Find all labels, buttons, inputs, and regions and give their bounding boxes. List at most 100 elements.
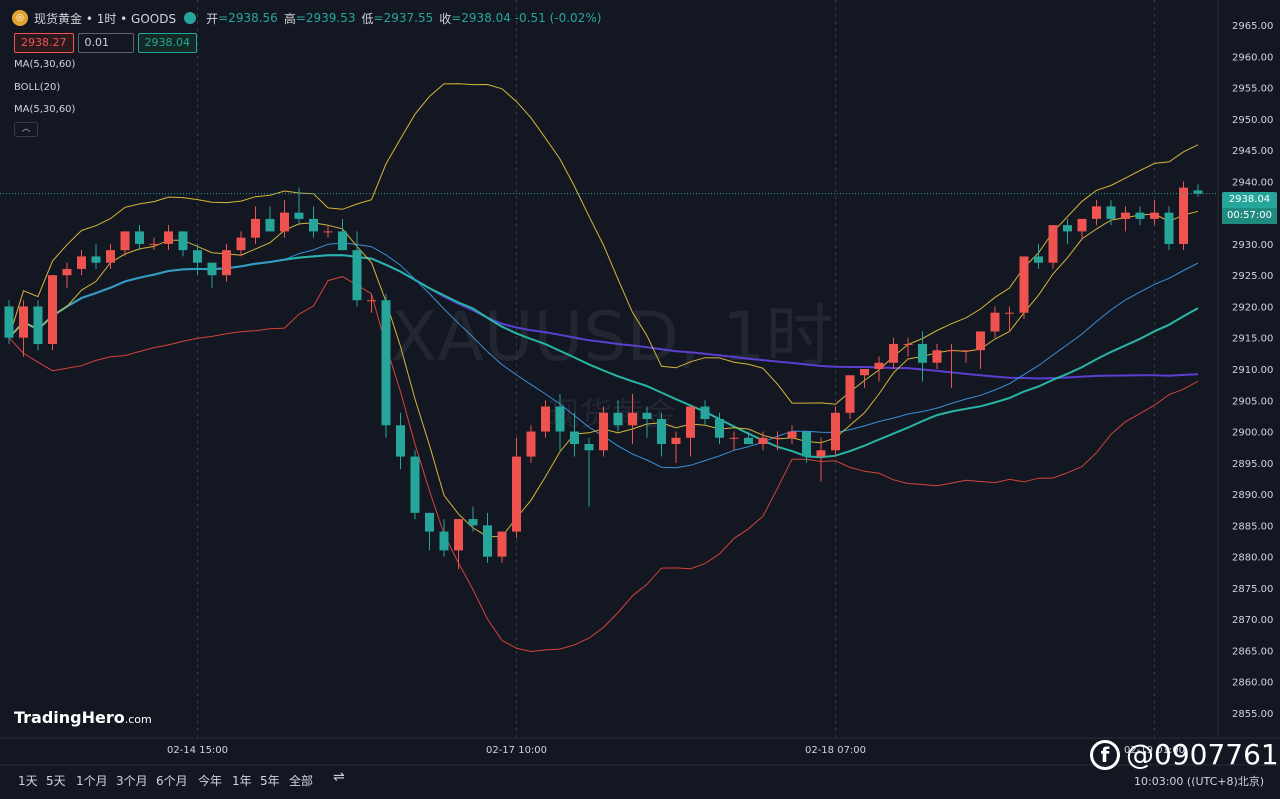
range-5y[interactable]: 5年 <box>260 774 280 788</box>
candle <box>497 531 507 563</box>
quantity-input[interactable]: 0.01 <box>77 33 134 53</box>
candle <box>845 375 855 420</box>
candle-body <box>265 218 275 232</box>
candle-body <box>135 231 144 244</box>
candle-body <box>352 250 362 301</box>
symbol-header: ◎ 现货黄金 • 1时 • GOODS 开 =2938.56 高 =2939.53 … <box>12 8 607 28</box>
range-6m[interactable]: 6个月 <box>156 774 188 788</box>
range-1y[interactable]: 1年 <box>232 774 252 788</box>
chevron-up-icon[interactable]: ︿ <box>14 122 38 137</box>
candle <box>1019 256 1029 319</box>
candle <box>251 206 260 244</box>
close-label: 收 <box>439 11 452 26</box>
candle-body <box>149 243 159 245</box>
candle-body <box>164 231 173 244</box>
open-value: =2938.56 <box>218 11 278 25</box>
indicator-ma-1[interactable]: MA(5,30,60) <box>14 59 76 70</box>
bar-countdown: 00:57:00 <box>1222 208 1277 224</box>
range-all[interactable]: 全部 <box>289 774 314 788</box>
candle <box>396 412 405 470</box>
range-1d[interactable]: 1天 <box>18 774 38 788</box>
range-ytd[interactable]: 今年 <box>198 774 223 788</box>
candle-body <box>512 456 521 532</box>
candle-body <box>120 231 130 251</box>
candle <box>802 431 811 463</box>
candle-body <box>729 437 739 439</box>
candle-body <box>903 343 913 345</box>
candle-body <box>207 262 217 276</box>
candle <box>671 431 681 463</box>
candle-body <box>816 450 826 457</box>
candle <box>381 293 391 438</box>
candle-body <box>236 237 246 251</box>
candle <box>512 437 521 538</box>
candle <box>207 262 217 288</box>
candle <box>758 431 768 451</box>
candle <box>889 337 898 369</box>
candle <box>903 337 913 357</box>
candle-body <box>193 250 202 263</box>
open-label: 开 <box>206 11 219 26</box>
candle <box>48 275 57 351</box>
candle <box>164 225 173 251</box>
sell-button[interactable]: 2938.27 <box>14 33 74 53</box>
candle-body <box>961 350 971 352</box>
bottom-toolbar <box>0 765 1280 799</box>
range-3m[interactable]: 3个月 <box>116 774 148 788</box>
candle-body <box>1135 212 1145 219</box>
candle <box>570 412 579 457</box>
candle <box>4 300 14 344</box>
buy-button[interactable]: 2938.04 <box>137 33 197 53</box>
range-1m[interactable]: 1个月 <box>76 774 108 788</box>
price-tick-label: 2940.00 <box>1232 177 1273 188</box>
candle-body <box>1005 312 1014 314</box>
candle-body <box>1063 225 1072 232</box>
symbol-watermark: XAUUSD, 1时 现货黄金 <box>391 298 834 433</box>
calendar-range-icon[interactable]: ⇌ <box>333 769 345 785</box>
candle-body <box>410 456 420 513</box>
candle <box>352 231 362 307</box>
candle <box>236 231 246 257</box>
symbol-title[interactable]: 现货黄金 • 1时 • GOODS <box>34 11 177 26</box>
candle <box>715 412 724 445</box>
price-tick-label: 2895.00 <box>1232 459 1273 470</box>
candle <box>961 350 971 363</box>
candle-body <box>1034 256 1043 263</box>
candle <box>149 237 159 251</box>
price-tick-label: 2925.00 <box>1232 271 1273 282</box>
candle-body <box>396 425 405 457</box>
time-tick-label: 02-19 01:00 <box>1124 745 1185 756</box>
candle-body <box>686 406 695 438</box>
candle <box>1164 206 1174 251</box>
price-tick-label: 2890.00 <box>1232 490 1273 501</box>
candle-body <box>251 218 260 238</box>
candle-body <box>62 268 72 276</box>
candle-body <box>860 369 869 376</box>
candle <box>1106 200 1116 226</box>
candle <box>425 512 434 551</box>
range-5d[interactable]: 5天 <box>46 774 66 788</box>
candle <box>323 225 333 238</box>
indicator-boll[interactable]: BOLL(20) <box>14 82 61 93</box>
time-tick-label: 02-18 07:00 <box>805 745 866 756</box>
candle-body <box>1121 212 1130 219</box>
candle <box>280 200 289 238</box>
candle-body <box>497 531 507 557</box>
candle-body <box>106 250 115 263</box>
candle <box>1034 243 1043 269</box>
candle-body <box>483 525 492 557</box>
time-tick-label: 02-14 15:00 <box>167 745 228 756</box>
current-price-tag: 2938.04 00:57:00 <box>1222 192 1277 224</box>
candle <box>91 243 101 269</box>
price-tick-label: 2920.00 <box>1232 302 1273 313</box>
price-axis-bg[interactable] <box>1218 0 1280 738</box>
candle-body <box>1150 212 1159 219</box>
clock[interactable]: 10:03:00 ((UTC+8)北京) <box>1134 775 1265 788</box>
candle <box>976 331 985 369</box>
indicator-ma-2[interactable]: MA(5,30,60) <box>14 104 76 115</box>
candle <box>33 300 43 351</box>
candle-body <box>1019 256 1029 313</box>
eye-icon[interactable] <box>184 12 197 24</box>
price-tick-label: 2930.00 <box>1232 240 1273 251</box>
